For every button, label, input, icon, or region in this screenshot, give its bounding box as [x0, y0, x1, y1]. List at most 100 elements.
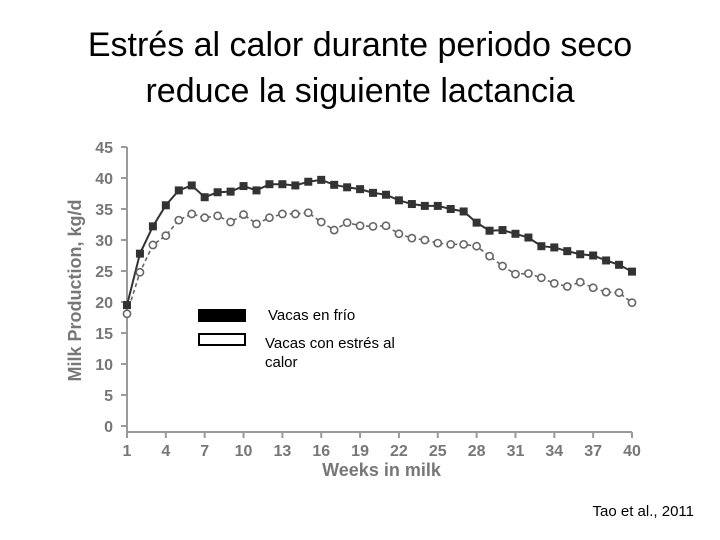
- cool-point: [602, 256, 611, 265]
- cool-point: [343, 183, 352, 192]
- heat-point: [446, 239, 456, 249]
- cool-point: [265, 180, 274, 189]
- heat-point: [200, 213, 210, 223]
- heat-point: [226, 217, 235, 227]
- heat-point: [575, 277, 585, 287]
- cool-point: [278, 180, 287, 189]
- cool-point: [148, 222, 157, 231]
- x-tick-label: 40: [623, 443, 641, 460]
- y-tick-label: 35: [95, 202, 113, 219]
- cool-point: [394, 196, 403, 205]
- heat-point: [394, 229, 404, 239]
- heat-point: [524, 269, 533, 278]
- cool-point: [459, 207, 468, 216]
- cool-point: [161, 201, 170, 210]
- cool-point: [498, 226, 507, 235]
- heat-point: [213, 211, 223, 221]
- heat-point: [342, 218, 352, 228]
- y-tick-label: 15: [95, 326, 113, 343]
- x-tick-label: 1: [123, 443, 132, 460]
- heat-point: [562, 282, 572, 291]
- series-line-cool: [126, 178, 633, 306]
- legend-label-heat-line-1: Vacas con estrés al: [265, 335, 395, 352]
- title-line-1: Estrés al calor durante periodo seco: [87, 26, 633, 64]
- cool-point: [291, 181, 300, 190]
- x-tick-label: 25: [429, 443, 447, 460]
- citation: Tao et al., 2011: [592, 503, 694, 520]
- cool-point: [330, 180, 339, 189]
- series-line-heat: [126, 211, 633, 315]
- heat-point: [536, 273, 546, 283]
- heat-point: [161, 231, 171, 241]
- cool-point: [576, 250, 585, 259]
- heat-point: [122, 309, 132, 319]
- heat-point: [498, 261, 507, 271]
- x-tick-label: 16: [312, 443, 330, 460]
- cool-point: [433, 201, 442, 210]
- cool-point: [407, 200, 416, 209]
- x-tick-label: 7: [200, 443, 209, 460]
- heat-point: [472, 241, 482, 251]
- y-tick-label: 20: [95, 295, 113, 312]
- y-tick-label: 5: [104, 388, 113, 405]
- x-tick-label: 28: [468, 443, 486, 460]
- y-tick-label: 0: [104, 419, 113, 436]
- heat-point: [174, 215, 184, 225]
- cool-point: [563, 247, 572, 256]
- cool-point: [589, 251, 598, 260]
- heat-point: [329, 225, 339, 235]
- cool-point: [200, 193, 209, 202]
- heat-point: [303, 208, 313, 218]
- heat-point: [549, 278, 559, 288]
- cool-point: [369, 188, 378, 197]
- heat-point: [381, 221, 391, 231]
- y-axis-label: Milk Production, kg/d: [65, 199, 85, 381]
- cool-point: [420, 201, 429, 210]
- slide-title: Estrés al calor durante periodo seco red…: [0, 22, 720, 114]
- cool-point: [226, 187, 235, 196]
- legend-swatch-cool: [198, 309, 246, 322]
- heat-point: [290, 209, 300, 219]
- x-tick-label: 10: [235, 443, 253, 460]
- heat-point: [148, 240, 158, 250]
- heat-point: [239, 210, 248, 219]
- heat-point: [277, 209, 287, 219]
- cool-point: [252, 186, 261, 195]
- heat-point: [614, 288, 624, 298]
- cool-point: [381, 190, 390, 199]
- heat-point: [187, 209, 197, 219]
- x-axis-label: Weeks in milk: [322, 460, 442, 480]
- cool-point: [123, 301, 131, 310]
- legend-label-heat-line-2: calor: [265, 354, 298, 371]
- cool-point: [472, 218, 481, 227]
- x-tick-label: 19: [351, 443, 369, 460]
- cool-point: [550, 243, 559, 252]
- heat-point: [316, 217, 326, 227]
- heat-point: [627, 298, 637, 308]
- heat-point: [459, 239, 469, 249]
- cool-point: [446, 205, 455, 213]
- y-tick-label: 25: [95, 264, 113, 281]
- heat-point: [368, 221, 378, 231]
- heat-point: [420, 235, 430, 245]
- x-tick-label: 13: [273, 443, 291, 460]
- legend-label-heat: Vacas con estrés al calor: [265, 334, 395, 372]
- y-tick-label: 45: [95, 140, 113, 157]
- cool-point: [537, 242, 546, 251]
- cool-point: [356, 185, 365, 194]
- cool-point: [187, 181, 196, 190]
- x-tick-label: 31: [507, 443, 525, 460]
- cool-point: [304, 177, 313, 186]
- heat-point: [601, 287, 611, 297]
- legend-label-cool: Vacas en frío: [268, 307, 356, 324]
- legend-swatch-heat: [198, 333, 246, 346]
- heat-point: [252, 219, 261, 229]
- x-tick-label: 37: [584, 443, 602, 460]
- cool-point: [524, 233, 533, 242]
- cool-point: [511, 229, 520, 238]
- cool-point: [135, 249, 144, 258]
- x-tick-label: 22: [390, 443, 408, 460]
- heat-point: [135, 267, 145, 277]
- heat-point: [588, 283, 598, 293]
